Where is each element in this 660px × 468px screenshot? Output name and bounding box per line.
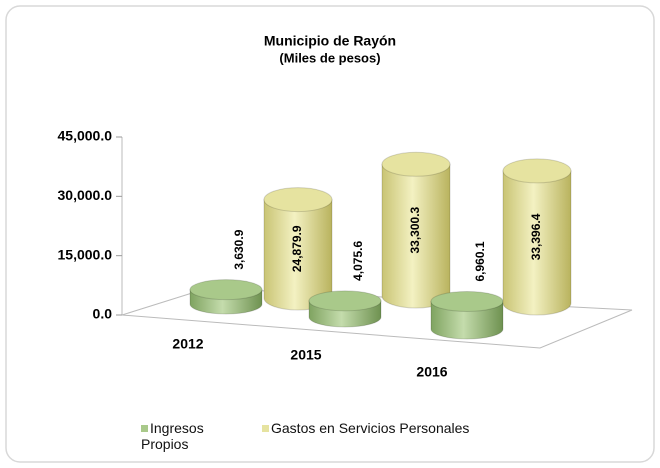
x-tick-label: 2016	[416, 364, 447, 380]
data-label: 6,960.1	[473, 241, 487, 281]
legend-item: Ingresos Propios	[141, 420, 231, 452]
cylinder-top	[502, 158, 572, 184]
floor	[121, 287, 633, 349]
legend-item: Gastos en Servicios Personales	[262, 420, 552, 436]
cylinder-top	[430, 290, 504, 312]
cylinder-top	[189, 279, 263, 301]
legend-swatch	[141, 425, 148, 432]
cylinder-top	[263, 187, 333, 213]
legend-label: Ingresos Propios	[141, 420, 204, 452]
x-tick-label: 2012	[172, 336, 203, 352]
y-tick-label: 45,000.0	[58, 128, 113, 144]
data-label: 33,300.3	[408, 206, 422, 253]
legend-label: Gastos en Servicios Personales	[271, 420, 470, 436]
chart-subtitle: (Miles de pesos)	[279, 50, 380, 65]
x-tick-label: 2015	[290, 347, 321, 363]
data-label: 33,396.4	[529, 213, 543, 260]
data-label: 4,075.6	[351, 241, 365, 281]
cylinder-top	[381, 151, 451, 177]
data-label: 3,630.9	[232, 229, 246, 269]
y-tick-label: 30,000.0	[58, 187, 113, 203]
cylinder	[502, 170, 572, 316]
legend-swatch	[262, 425, 269, 432]
cylinder-top	[308, 290, 382, 312]
y-tick-label: 0.0	[93, 306, 113, 322]
y-tick-label: 15,000.0	[58, 246, 113, 262]
cylinder	[430, 300, 504, 340]
chart-title: Municipio de Rayón	[264, 33, 396, 49]
data-label: 24,879.9	[290, 225, 304, 272]
